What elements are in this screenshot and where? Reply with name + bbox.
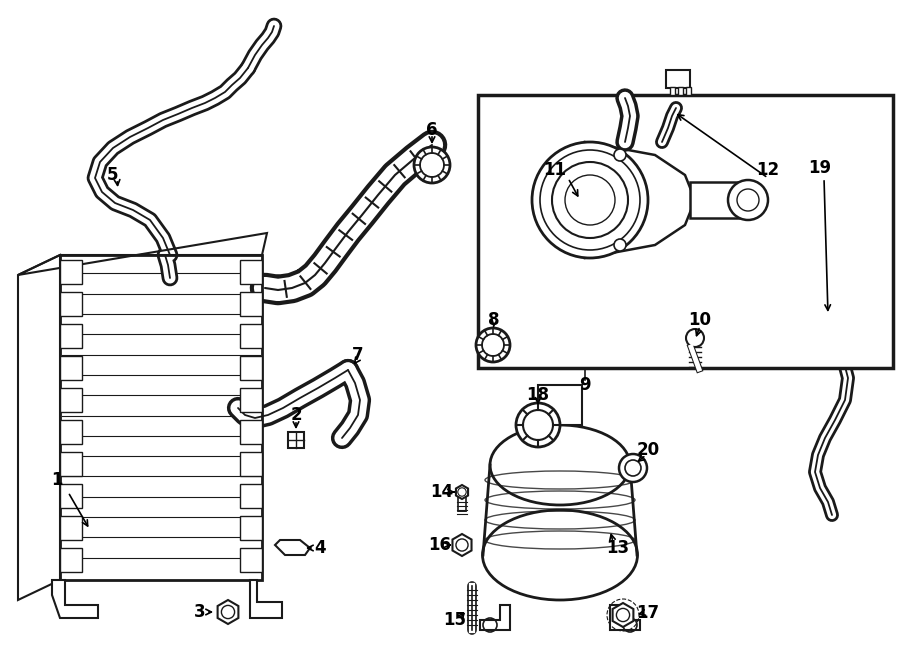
- Bar: [60, 260, 82, 284]
- Bar: [240, 548, 262, 572]
- Text: 19: 19: [808, 159, 832, 177]
- Polygon shape: [610, 605, 640, 630]
- Polygon shape: [250, 580, 282, 618]
- Text: 16: 16: [428, 536, 452, 554]
- Bar: [240, 292, 262, 316]
- Bar: [288, 432, 304, 448]
- Bar: [60, 292, 82, 316]
- Polygon shape: [52, 580, 98, 618]
- Polygon shape: [480, 605, 510, 630]
- Text: 15: 15: [444, 611, 466, 629]
- Bar: [240, 388, 262, 412]
- Circle shape: [532, 142, 648, 258]
- Bar: [60, 548, 82, 572]
- Text: 20: 20: [636, 441, 660, 459]
- Bar: [240, 260, 262, 284]
- Bar: [240, 516, 262, 540]
- Polygon shape: [585, 142, 695, 258]
- Text: 14: 14: [430, 483, 454, 501]
- Bar: [240, 452, 262, 476]
- Bar: [690, 182, 745, 218]
- Polygon shape: [810, 292, 848, 308]
- Circle shape: [686, 329, 704, 347]
- Circle shape: [552, 162, 628, 238]
- Bar: [678, 87, 683, 95]
- Bar: [240, 484, 262, 508]
- Bar: [60, 484, 82, 508]
- Circle shape: [476, 328, 510, 362]
- Circle shape: [614, 149, 626, 161]
- Polygon shape: [275, 540, 310, 555]
- Circle shape: [728, 180, 768, 220]
- Bar: [240, 420, 262, 444]
- Text: 18: 18: [526, 386, 550, 404]
- Text: 8: 8: [488, 311, 500, 329]
- Text: 5: 5: [107, 166, 119, 184]
- Polygon shape: [218, 600, 238, 624]
- Bar: [240, 356, 262, 380]
- Text: 2: 2: [290, 406, 302, 424]
- Text: 9: 9: [580, 376, 590, 394]
- Bar: [686, 87, 691, 95]
- Text: 7: 7: [352, 346, 364, 364]
- Polygon shape: [456, 485, 468, 499]
- Text: 17: 17: [636, 604, 660, 622]
- Ellipse shape: [490, 425, 630, 505]
- Text: 3: 3: [194, 603, 206, 621]
- Text: 10: 10: [688, 311, 712, 329]
- Circle shape: [619, 454, 647, 482]
- Bar: [666, 70, 690, 88]
- Text: 11: 11: [544, 161, 566, 179]
- Bar: [60, 420, 82, 444]
- Bar: [478, 95, 893, 368]
- Circle shape: [614, 239, 626, 251]
- Text: 12: 12: [756, 161, 779, 179]
- Text: 13: 13: [607, 539, 630, 557]
- Text: 6: 6: [427, 121, 437, 139]
- Circle shape: [516, 403, 560, 447]
- Text: 1: 1: [51, 471, 63, 489]
- Polygon shape: [453, 534, 472, 556]
- Bar: [483, 465, 637, 555]
- Text: 4: 4: [314, 539, 326, 557]
- Bar: [240, 324, 262, 348]
- Bar: [60, 452, 82, 476]
- Circle shape: [414, 147, 450, 183]
- Bar: [60, 388, 82, 412]
- Bar: [60, 324, 82, 348]
- Bar: [60, 356, 82, 380]
- Ellipse shape: [482, 510, 637, 600]
- Bar: [670, 87, 675, 95]
- Bar: [60, 516, 82, 540]
- Bar: [538, 385, 582, 425]
- Polygon shape: [613, 603, 634, 627]
